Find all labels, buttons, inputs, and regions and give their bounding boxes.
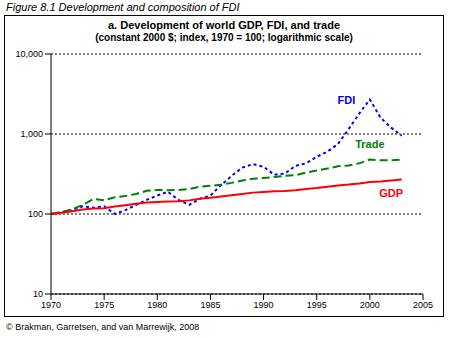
- svg-text:1970: 1970: [41, 300, 61, 310]
- svg-text:FDI: FDI: [337, 94, 355, 106]
- html-text:© Brakman, Garretsen, and van: © Brakman, Garretsen, and van Marrewijk,…: [6, 322, 200, 332]
- svg-text:GDP: GDP: [379, 187, 403, 199]
- svg-text:Trade: Trade: [355, 138, 384, 150]
- svg-text:1995: 1995: [307, 300, 327, 310]
- svg-text:10,000: 10,000: [15, 49, 43, 59]
- svg-text:10: 10: [33, 289, 43, 299]
- svg-text:2000: 2000: [360, 300, 380, 310]
- html-text:a. Development of world GDP, F: a. Development of world GDP, FDI, and tr…: [108, 19, 340, 31]
- svg-text:1,000: 1,000: [20, 129, 43, 139]
- svg-text:1985: 1985: [200, 300, 220, 310]
- svg-text:1990: 1990: [254, 300, 274, 310]
- svg-text:100: 100: [28, 209, 43, 219]
- html-text:(constant 2000 $; index, 1970: (constant 2000 $; index, 1970 = 100; log…: [95, 32, 353, 43]
- svg-text:1980: 1980: [147, 300, 167, 310]
- html-text:Figure 8.1 Development and com: Figure 8.1 Development and composition o…: [6, 1, 240, 13]
- svg-text:1975: 1975: [94, 300, 114, 310]
- svg-text:2005: 2005: [413, 300, 433, 310]
